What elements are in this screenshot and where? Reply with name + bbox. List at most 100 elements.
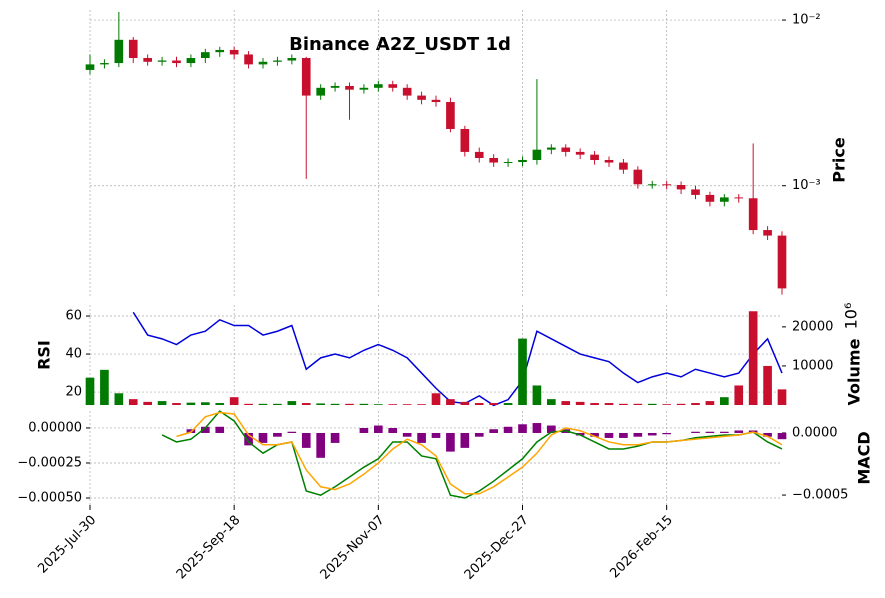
macd-histogram-bar <box>633 432 643 437</box>
candle-body <box>229 49 239 55</box>
y-tick-label: 10000 <box>792 358 833 373</box>
y-tick-label: −0.0005 <box>792 488 848 503</box>
y-axis-label: Price <box>830 137 849 183</box>
volume-bar <box>489 403 498 405</box>
macd-histogram-bar <box>734 430 744 433</box>
candle-body <box>301 58 311 96</box>
candle-body <box>676 185 686 190</box>
candle-body <box>748 198 758 231</box>
y-tick-label: 60 <box>65 309 82 324</box>
macd-histogram-bar <box>287 431 297 433</box>
macd-histogram-bar <box>273 432 282 437</box>
y-axis-label: Volume <box>845 338 864 405</box>
y-axis-unit: 10⁶ <box>842 303 861 330</box>
y-axis-label: RSI <box>35 340 54 370</box>
macd-histogram-bar <box>258 432 268 443</box>
candle-body <box>374 84 383 88</box>
volume-bar <box>561 401 571 405</box>
x-tick-label: 2025-Jul-30 <box>35 513 99 577</box>
candle-body <box>201 52 210 59</box>
volume-bar <box>186 402 196 405</box>
volume-bar <box>143 401 152 405</box>
candle-body <box>143 58 152 62</box>
candle-body <box>561 147 571 152</box>
x-tick-label: 2026-Feb-15 <box>607 513 676 582</box>
volume-bar <box>114 393 124 405</box>
candle-body <box>489 157 498 163</box>
volume-bar <box>201 402 210 405</box>
y-axis-label: MACD <box>855 431 874 484</box>
x-tick-label: 2025-Sep-18 <box>174 513 244 583</box>
y-tick-label: −0.00025 <box>17 455 82 470</box>
macd-histogram-bar <box>460 432 470 448</box>
macd-histogram-bar <box>474 432 484 437</box>
volume-bar <box>547 399 556 405</box>
candle-body <box>662 184 671 186</box>
candle-body <box>244 54 253 65</box>
volume-bar <box>575 401 585 405</box>
macd-histogram-bar <box>489 429 498 433</box>
candle-body <box>518 159 527 163</box>
macd-histogram-bar <box>647 432 657 436</box>
macd-histogram-bar <box>662 432 671 435</box>
macd-histogram-bar <box>532 423 542 433</box>
candle-body <box>273 60 282 62</box>
volume-bar <box>345 403 354 405</box>
y-tick-label: 20000 <box>792 319 833 334</box>
volume-bar <box>590 403 599 405</box>
macd-histogram-bar <box>301 432 311 448</box>
volume-bar <box>734 385 744 405</box>
candle-body <box>619 162 628 170</box>
x-tick-label: 2025-Dec-27 <box>462 513 532 583</box>
volume-bar <box>691 403 700 405</box>
candle-body <box>503 162 513 164</box>
macd-histogram-bar <box>388 428 398 433</box>
y-tick-label: 10⁻² <box>792 13 821 28</box>
candle-body <box>128 39 138 59</box>
macd-histogram-bar <box>402 432 412 437</box>
candle-body <box>532 149 542 160</box>
macd-histogram-bar <box>604 432 614 438</box>
macd-histogram-bar <box>417 432 426 443</box>
candle-body <box>172 60 181 64</box>
candle-body <box>446 102 455 129</box>
macd-histogram-bar <box>316 432 325 458</box>
volume-bar <box>532 385 542 405</box>
candle-body <box>633 169 643 185</box>
macd-histogram-bar <box>518 424 527 433</box>
y-tick-label: 10⁻³ <box>792 178 821 193</box>
candle-body <box>114 39 124 64</box>
macd-histogram-bar <box>244 432 253 446</box>
candle-body <box>186 58 196 64</box>
macd-histogram-bar <box>503 426 513 433</box>
y-tick-label: 20 <box>65 385 82 400</box>
volume-bar <box>777 389 787 405</box>
volume-bar <box>388 404 398 405</box>
x-tick-label: 2025-Nov-07 <box>318 513 388 583</box>
volume-bar <box>503 403 513 405</box>
volume-bar <box>258 403 268 405</box>
volume-bar <box>244 403 253 405</box>
macd-histogram-bar <box>201 426 210 433</box>
candle-body <box>720 197 729 202</box>
volume-bar <box>316 403 325 405</box>
volume-bar <box>446 399 455 405</box>
candle-body <box>547 147 556 150</box>
candle-body <box>763 230 772 236</box>
candle-body <box>157 60 167 62</box>
volume-bar <box>273 403 282 405</box>
candle-body <box>100 63 109 65</box>
candle-body <box>316 87 325 96</box>
candle-body <box>691 189 700 195</box>
volume-bar <box>359 403 369 405</box>
candle-body <box>590 154 599 160</box>
candle-body <box>474 151 484 158</box>
volume-bar <box>157 401 167 405</box>
volume-bar <box>100 369 109 405</box>
volume-bar <box>85 377 95 405</box>
candle-body <box>388 84 398 88</box>
candle-body <box>417 95 426 100</box>
volume-bar <box>647 403 657 405</box>
macd-histogram-bar <box>330 432 340 443</box>
